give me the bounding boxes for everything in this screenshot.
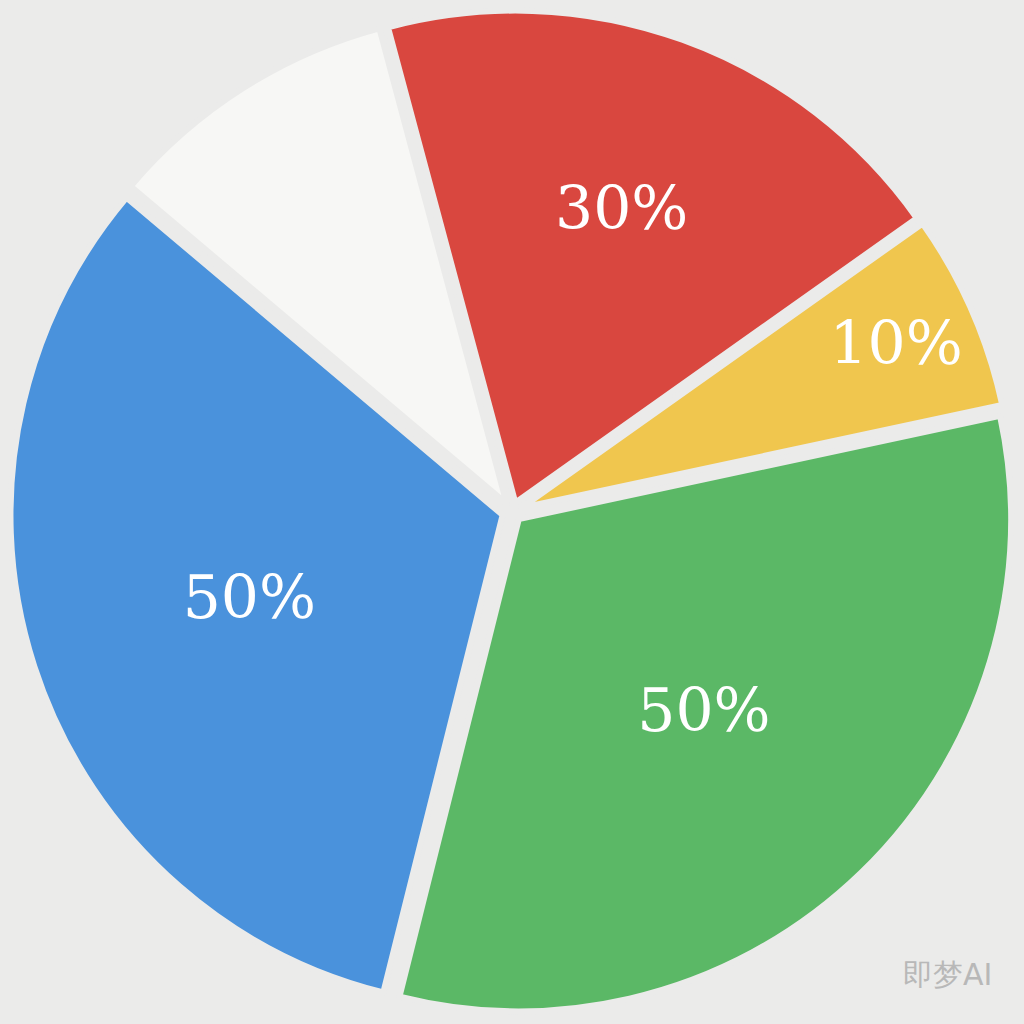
- svg-text:即梦AI: 即梦AI: [903, 957, 992, 992]
- svg-text:30%: 30%: [555, 173, 688, 243]
- svg-text:50%: 50%: [637, 675, 770, 745]
- svg-text:10%: 10%: [829, 308, 962, 378]
- svg-text:50%: 50%: [183, 562, 316, 632]
